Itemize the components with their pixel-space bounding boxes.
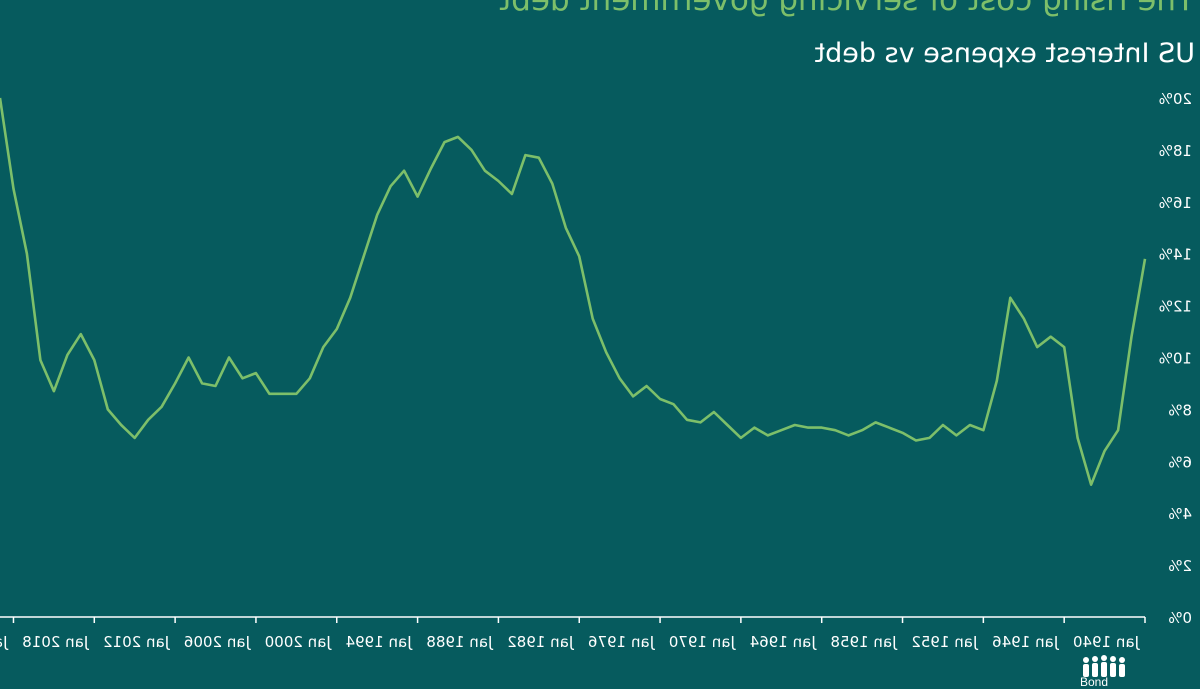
x-tick-label: Jan 1982 [507, 633, 574, 651]
y-tick-label: 0% [1168, 609, 1192, 627]
x-tick-label: Jan [0, 633, 8, 651]
bond-logo: Bond [1080, 655, 1132, 689]
logo-text: Bond [1080, 675, 1109, 689]
x-tick-label: Jan 1964 [750, 633, 817, 651]
x-tick-label: Jan 2018 [22, 633, 89, 651]
y-tick-label: 4% [1168, 505, 1192, 523]
series-line-0 [0, 97, 1147, 487]
x-tick-label: Jan 2000 [265, 633, 332, 651]
x-tick-label: Jan 1946 [992, 633, 1059, 651]
mirrored-chart: The rising cost of servicing government … [0, 0, 1195, 651]
x-tick-label: Jan 1958 [830, 633, 897, 651]
x-tick-label: Jan 1988 [426, 633, 493, 651]
y-tick-label: 20% [1159, 90, 1192, 108]
x-tick-label: Jan 1970 [669, 633, 736, 651]
y-tick-label: 2% [1168, 557, 1192, 575]
x-tick-label: Jan 1976 [588, 633, 655, 651]
y-tick-label: 12% [1159, 298, 1192, 316]
y-tick-label: 6% [1168, 453, 1192, 471]
x-tick-label: Jan 1952 [911, 633, 978, 651]
y-tick-label: 16% [1159, 194, 1192, 212]
x-tick-label: Jan 1994 [346, 633, 413, 651]
x-tick-label: Jan 2012 [103, 633, 170, 651]
y-tick-label: 8% [1168, 401, 1192, 419]
y-tick-label: 14% [1159, 246, 1192, 264]
y-tick-label: 18% [1159, 142, 1192, 160]
people-group-icon [1083, 655, 1125, 677]
line-chart: 0% 2% 4% 6% 8% 10% 12% 14% 16% 18% 20% Jan 1940 Jan … [0, 90, 1192, 651]
x-tick-label: Jan 2006 [184, 633, 251, 651]
y-tick-label: 10% [1159, 350, 1192, 368]
x-tick-label: Jan 1940 [1073, 633, 1140, 651]
